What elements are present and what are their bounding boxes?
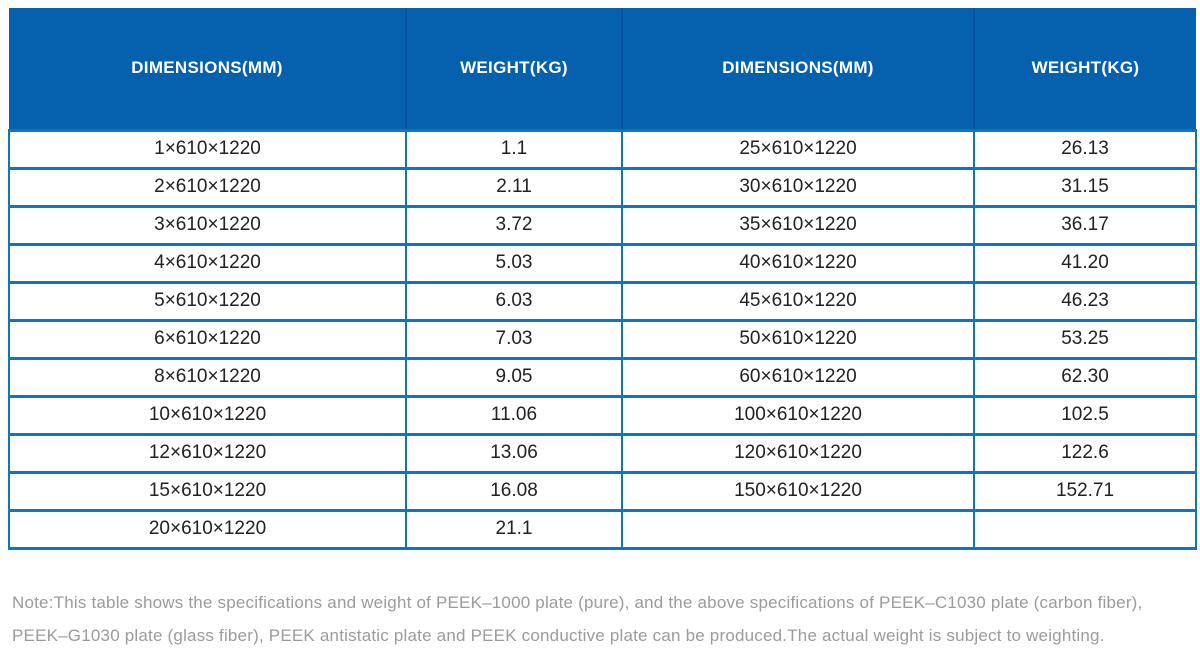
dimensions-cell: 8×610×1220 bbox=[8, 356, 407, 398]
dimensions-cell: 100×610×1220 bbox=[621, 394, 975, 436]
header-weight-left: WEIGHT(KG) bbox=[405, 8, 622, 132]
weight-cell: 122.6 bbox=[973, 432, 1197, 474]
weight-cell: 102.5 bbox=[973, 394, 1197, 436]
peek-plate-spec-table: DIMENSIONS(MM) WEIGHT(KG) DIMENSIONS(MM)… bbox=[8, 8, 1197, 550]
dimensions-cell: 60×610×1220 bbox=[621, 356, 975, 398]
table-row: 5×610×1220 6.03 45×610×1220 46.23 bbox=[8, 280, 1197, 322]
weight-cell: 5.03 bbox=[405, 242, 623, 284]
spec-table-container: DIMENSIONS(MM) WEIGHT(KG) DIMENSIONS(MM)… bbox=[8, 8, 1197, 550]
dimensions-cell: 5×610×1220 bbox=[8, 280, 407, 322]
dimensions-cell: 150×610×1220 bbox=[621, 470, 975, 512]
table-row: 6×610×1220 7.03 50×610×1220 53.25 bbox=[8, 318, 1197, 360]
weight-cell: 2.11 bbox=[405, 166, 623, 208]
header-weight-right: WEIGHT(KG) bbox=[973, 8, 1196, 132]
weight-cell: 6.03 bbox=[405, 280, 623, 322]
weight-cell: 26.13 bbox=[973, 128, 1197, 170]
weight-cell bbox=[973, 508, 1197, 550]
weight-cell: 53.25 bbox=[973, 318, 1197, 360]
dimensions-cell: 1×610×1220 bbox=[8, 128, 407, 170]
dimensions-cell: 10×610×1220 bbox=[8, 394, 407, 436]
weight-cell: 9.05 bbox=[405, 356, 623, 398]
dimensions-cell: 20×610×1220 bbox=[8, 508, 407, 550]
table-body: 1×610×1220 1.1 25×610×1220 26.13 2×610×1220 2… bbox=[8, 128, 1197, 550]
table-row: 20×610×1220 21.1 bbox=[8, 508, 1197, 550]
table-row: 8×610×1220 9.05 60×610×1220 62.30 bbox=[8, 356, 1197, 398]
weight-cell: 11.06 bbox=[405, 394, 623, 436]
weight-cell: 16.08 bbox=[405, 470, 623, 512]
header-dimensions-left: DIMENSIONS(MM) bbox=[9, 8, 406, 132]
weight-cell: 36.17 bbox=[973, 204, 1197, 246]
weight-cell: 46.23 bbox=[973, 280, 1197, 322]
dimensions-cell: 6×610×1220 bbox=[8, 318, 407, 360]
dimensions-cell: 2×610×1220 bbox=[8, 166, 407, 208]
dimensions-cell: 25×610×1220 bbox=[621, 128, 975, 170]
table-row: 15×610×1220 16.08 150×610×1220 152.71 bbox=[8, 470, 1197, 512]
table-row: 10×610×1220 11.06 100×610×1220 102.5 bbox=[8, 394, 1197, 436]
dimensions-cell: 40×610×1220 bbox=[621, 242, 975, 284]
header-row: DIMENSIONS(MM) WEIGHT(KG) DIMENSIONS(MM)… bbox=[9, 8, 1196, 132]
dimensions-cell: 35×610×1220 bbox=[621, 204, 975, 246]
header-dimensions-right: DIMENSIONS(MM) bbox=[621, 8, 974, 132]
table-header: DIMENSIONS(MM) WEIGHT(KG) DIMENSIONS(MM)… bbox=[9, 8, 1196, 132]
table-row: 3×610×1220 3.72 35×610×1220 36.17 bbox=[8, 204, 1197, 246]
dimensions-cell: 15×610×1220 bbox=[8, 470, 407, 512]
weight-cell: 21.1 bbox=[405, 508, 623, 550]
table-row: 2×610×1220 2.11 30×610×1220 31.15 bbox=[8, 166, 1197, 208]
dimensions-cell: 45×610×1220 bbox=[621, 280, 975, 322]
footnote: Note:This table shows the specifications… bbox=[12, 586, 1192, 648]
table-row: 4×610×1220 5.03 40×610×1220 41.20 bbox=[8, 242, 1197, 284]
weight-cell: 13.06 bbox=[405, 432, 623, 474]
footnote-line-1: Note:This table shows the specifications… bbox=[12, 593, 1143, 612]
dimensions-cell: 50×610×1220 bbox=[621, 318, 975, 360]
weight-cell: 3.72 bbox=[405, 204, 623, 246]
weight-cell: 41.20 bbox=[973, 242, 1197, 284]
table-row: 12×610×1220 13.06 120×610×1220 122.6 bbox=[8, 432, 1197, 474]
table-row: 1×610×1220 1.1 25×610×1220 26.13 bbox=[8, 128, 1197, 170]
dimensions-cell: 120×610×1220 bbox=[621, 432, 975, 474]
weight-cell: 31.15 bbox=[973, 166, 1197, 208]
dimensions-cell: 12×610×1220 bbox=[8, 432, 407, 474]
weight-cell: 152.71 bbox=[973, 470, 1197, 512]
weight-cell: 62.30 bbox=[973, 356, 1197, 398]
dimensions-cell: 4×610×1220 bbox=[8, 242, 407, 284]
dimensions-cell: 30×610×1220 bbox=[621, 166, 975, 208]
weight-cell: 7.03 bbox=[405, 318, 623, 360]
weight-cell: 1.1 bbox=[405, 128, 623, 170]
dimensions-cell bbox=[621, 508, 975, 550]
footnote-line-2: PEEK–G1030 plate (glass fiber), PEEK ant… bbox=[12, 626, 1105, 645]
dimensions-cell: 3×610×1220 bbox=[8, 204, 407, 246]
